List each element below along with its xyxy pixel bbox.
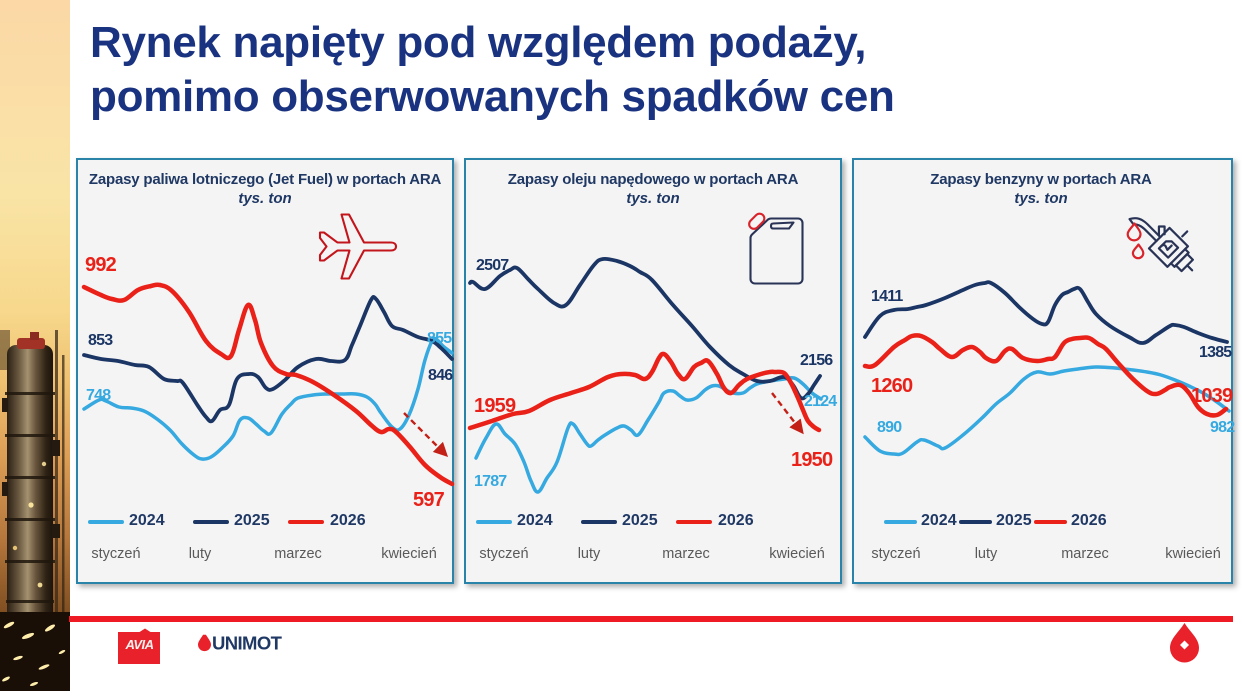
svg-text:UNIMOT: UNIMOT — [212, 633, 283, 654]
svg-text:AVIA: AVIA — [124, 637, 153, 652]
